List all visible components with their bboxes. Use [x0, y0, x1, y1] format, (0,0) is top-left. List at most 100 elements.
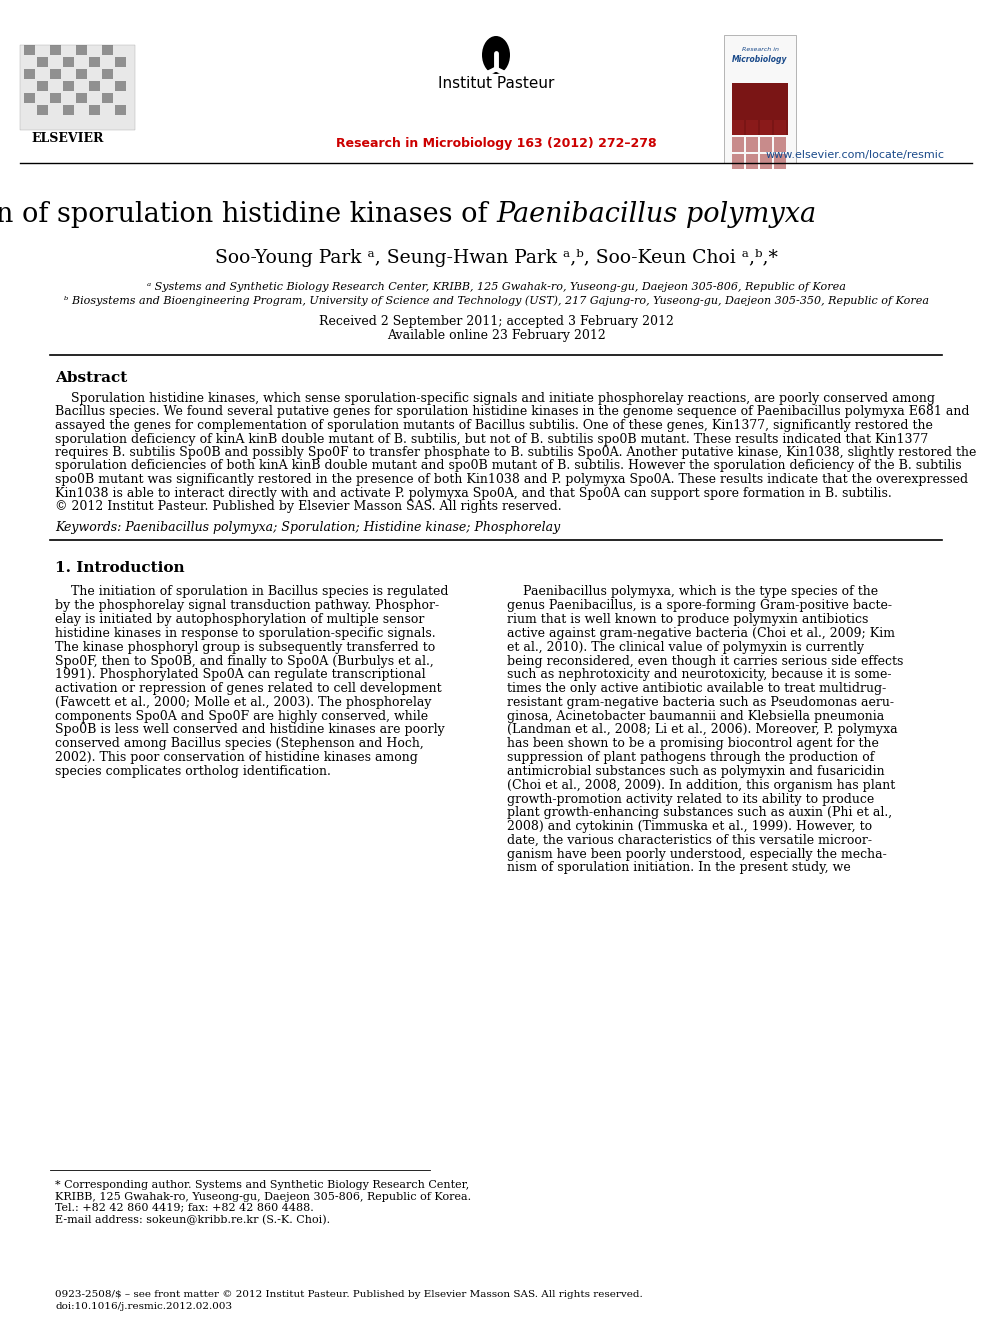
Bar: [89, 105, 100, 115]
Text: * Corresponding author. Systems and Synthetic Biology Research Center,: * Corresponding author. Systems and Synt…: [55, 1180, 469, 1189]
Text: ginosa, Acinetobacter baumannii and Klebsiella pneumonia: ginosa, Acinetobacter baumannii and Kleb…: [507, 709, 884, 722]
Text: E-mail address: sokeun@kribb.re.kr (S.-K. Choi).: E-mail address: sokeun@kribb.re.kr (S.-K…: [55, 1215, 330, 1225]
Text: has been shown to be a promising biocontrol agent for the: has been shown to be a promising biocont…: [507, 737, 879, 750]
Text: Paenibacillus polymyxa, which is the type species of the: Paenibacillus polymyxa, which is the typ…: [507, 586, 878, 598]
Text: The initiation of sporulation in Bacillus species is regulated: The initiation of sporulation in Bacillu…: [55, 586, 448, 598]
Text: sporulation deficiencies of both kinA kinB double mutant and spo0B mutant of B. : sporulation deficiencies of both kinA ki…: [55, 459, 961, 472]
Text: Research in Microbiology 163 (2012) 272–278: Research in Microbiology 163 (2012) 272–…: [335, 136, 657, 149]
Text: assayed the genes for complementation of sporulation mutants of Bacillus subtili: assayed the genes for complementation of…: [55, 419, 932, 433]
Text: elay is initiated by autophosphorylation of multiple sensor: elay is initiated by autophosphorylation…: [55, 613, 425, 626]
Text: Microbiology: Microbiology: [732, 56, 788, 64]
Text: histidine kinases in response to sporulation-specific signals.: histidine kinases in response to sporula…: [55, 627, 435, 640]
Text: 0923-2508/$ – see front matter © 2012 Institut Pasteur. Published by Elsevier Ma: 0923-2508/$ – see front matter © 2012 In…: [55, 1290, 643, 1299]
Text: ganism have been poorly understood, especially the mecha-: ganism have been poorly understood, espe…: [507, 848, 887, 861]
Text: genus Paenibacillus, is a spore-forming Gram-positive bacte-: genus Paenibacillus, is a spore-forming …: [507, 599, 892, 613]
Bar: [89, 81, 100, 91]
Bar: [76, 69, 87, 79]
Bar: [732, 153, 744, 169]
Text: The kinase phosphoryl group is subsequently transferred to: The kinase phosphoryl group is subsequen…: [55, 640, 435, 654]
Bar: [760, 138, 772, 152]
Bar: [76, 93, 87, 103]
Bar: [102, 45, 113, 56]
Text: spo0B mutant was significantly restored in the presence of both Kin1038 and P. p: spo0B mutant was significantly restored …: [55, 474, 968, 486]
Bar: [732, 138, 744, 152]
Text: components Spo0A and Spo0F are highly conserved, while: components Spo0A and Spo0F are highly co…: [55, 709, 429, 722]
Text: 1. Introduction: 1. Introduction: [55, 561, 185, 576]
Ellipse shape: [482, 36, 510, 74]
Bar: [760, 120, 772, 135]
Bar: [63, 81, 74, 91]
Text: activation or repression of genes related to cell development: activation or repression of genes relate…: [55, 683, 441, 695]
Bar: [746, 138, 758, 152]
Text: doi:10.1016/j.resmic.2012.02.003: doi:10.1016/j.resmic.2012.02.003: [55, 1302, 232, 1311]
Text: www.elsevier.com/locate/resmic: www.elsevier.com/locate/resmic: [766, 149, 944, 160]
Text: Available online 23 February 2012: Available online 23 February 2012: [387, 329, 605, 343]
Bar: [732, 120, 744, 135]
Text: sporulation deficiency of kinA kinB double mutant of B. subtilis, but not of B. : sporulation deficiency of kinA kinB doub…: [55, 433, 929, 446]
Text: Paenibacillus polymyxa: Paenibacillus polymyxa: [496, 201, 816, 229]
Text: 2002). This poor conservation of histidine kinases among: 2002). This poor conservation of histidi…: [55, 751, 418, 765]
Text: Keywords: Paenibacillus polymyxa; Sporulation; Histidine kinase; Phosphorelay: Keywords: Paenibacillus polymyxa; Sporul…: [55, 521, 560, 534]
Text: antimicrobial substances such as polymyxin and fusaricidin: antimicrobial substances such as polymyx…: [507, 765, 885, 778]
Bar: [760, 153, 772, 169]
Text: Soo-Young Park ᵃ, Seung-Hwan Park ᵃ,ᵇ, Soo-Keun Choi ᵃ,ᵇ,*: Soo-Young Park ᵃ, Seung-Hwan Park ᵃ,ᵇ, S…: [214, 249, 778, 267]
Bar: [63, 57, 74, 67]
Bar: [746, 153, 758, 169]
Bar: [76, 45, 87, 56]
Bar: [724, 34, 796, 163]
Text: such as nephrotoxicity and neurotoxicity, because it is some-: such as nephrotoxicity and neurotoxicity…: [507, 668, 892, 681]
Bar: [37, 105, 48, 115]
Bar: [115, 81, 126, 91]
Text: KRIBB, 125 Gwahak-ro, Yuseong-gu, Daejeon 305-806, Republic of Korea.: KRIBB, 125 Gwahak-ro, Yuseong-gu, Daejeo…: [55, 1192, 471, 1201]
Text: by the phosphorelay signal transduction pathway. Phosphor-: by the phosphorelay signal transduction …: [55, 599, 439, 613]
Bar: [774, 153, 786, 169]
Bar: [63, 105, 74, 115]
Bar: [774, 138, 786, 152]
Text: et al., 2010). The clinical value of polymyxin is currently: et al., 2010). The clinical value of pol…: [507, 640, 864, 654]
Bar: [24, 93, 35, 103]
Text: (Landman et al., 2008; Li et al., 2006). Moreover, P. polymyxa: (Landman et al., 2008; Li et al., 2006).…: [507, 724, 898, 737]
Text: © 2012 Institut Pasteur. Published by Elsevier Masson SAS. All rights reserved.: © 2012 Institut Pasteur. Published by El…: [55, 500, 561, 513]
Text: (Choi et al., 2008, 2009). In addition, this organism has plant: (Choi et al., 2008, 2009). In addition, …: [507, 779, 895, 791]
Bar: [50, 45, 61, 56]
Text: Characterization of sporulation histidine kinases of: Characterization of sporulation histidin…: [0, 201, 496, 229]
Text: conserved among Bacillus species (Stephenson and Hoch,: conserved among Bacillus species (Stephe…: [55, 737, 424, 750]
Text: species complicates ortholog identification.: species complicates ortholog identificat…: [55, 765, 331, 778]
Text: being reconsidered, even though it carries serious side effects: being reconsidered, even though it carri…: [507, 655, 904, 668]
Text: 2008) and cytokinin (Timmuska et al., 1999). However, to: 2008) and cytokinin (Timmuska et al., 19…: [507, 820, 872, 833]
Text: ᵃ Systems and Synthetic Biology Research Center, KRIBB, 125 Gwahak-ro, Yuseong-g: ᵃ Systems and Synthetic Biology Research…: [147, 282, 845, 292]
Bar: [102, 93, 113, 103]
Text: Research in: Research in: [741, 48, 779, 52]
Bar: [50, 93, 61, 103]
Text: Kin1038 is able to interact directly with and activate P. polymyxa Spo0A, and th: Kin1038 is able to interact directly wit…: [55, 487, 892, 500]
Bar: [746, 120, 758, 135]
Text: Spo0F, then to Spo0B, and finally to Spo0A (Burbulys et al.,: Spo0F, then to Spo0B, and finally to Spo…: [55, 655, 434, 668]
Text: ᵇ Biosystems and Bioengineering Program, University of Science and Technology (U: ᵇ Biosystems and Bioengineering Program,…: [63, 296, 929, 307]
Text: Tel.: +82 42 860 4419; fax: +82 42 860 4488.: Tel.: +82 42 860 4419; fax: +82 42 860 4…: [55, 1203, 313, 1213]
Text: rium that is well known to produce polymyxin antibiotics: rium that is well known to produce polym…: [507, 613, 868, 626]
Bar: [24, 45, 35, 56]
Text: times the only active antibiotic available to treat multidrug-: times the only active antibiotic availab…: [507, 683, 886, 695]
Bar: [24, 69, 35, 79]
Bar: [37, 57, 48, 67]
Bar: [115, 57, 126, 67]
Text: resistant gram-negative bacteria such as Pseudomonas aeru-: resistant gram-negative bacteria such as…: [507, 696, 894, 709]
Text: Spo0B is less well conserved and histidine kinases are poorly: Spo0B is less well conserved and histidi…: [55, 724, 444, 737]
Bar: [20, 45, 135, 130]
Bar: [89, 57, 100, 67]
Text: growth-promotion activity related to its ability to produce: growth-promotion activity related to its…: [507, 792, 874, 806]
Text: suppression of plant pathogens through the production of: suppression of plant pathogens through t…: [507, 751, 874, 765]
Bar: [732, 83, 788, 135]
Text: Institut Pasteur: Institut Pasteur: [437, 75, 555, 90]
Text: 1991). Phosphorylated Spo0A can regulate transcriptional: 1991). Phosphorylated Spo0A can regulate…: [55, 668, 426, 681]
Text: Bacillus species. We found several putative genes for sporulation histidine kina: Bacillus species. We found several putat…: [55, 406, 969, 418]
Text: (Fawcett et al., 2000; Molle et al., 2003). The phosphorelay: (Fawcett et al., 2000; Molle et al., 200…: [55, 696, 432, 709]
Text: requires B. subtilis Spo0B and possibly Spo0F to transfer phosphate to B. subtil: requires B. subtilis Spo0B and possibly …: [55, 446, 976, 459]
Text: ELSEVIER: ELSEVIER: [32, 131, 104, 144]
Bar: [774, 120, 786, 135]
Text: active against gram-negative bacteria (Choi et al., 2009; Kim: active against gram-negative bacteria (C…: [507, 627, 895, 640]
Text: Received 2 September 2011; accepted 3 February 2012: Received 2 September 2011; accepted 3 Fe…: [318, 315, 674, 328]
Text: nism of sporulation initiation. In the present study, we: nism of sporulation initiation. In the p…: [507, 861, 851, 875]
Bar: [37, 81, 48, 91]
Bar: [102, 69, 113, 79]
